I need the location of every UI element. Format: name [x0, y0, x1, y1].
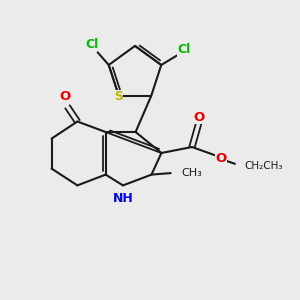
Text: S: S: [114, 90, 123, 103]
Text: Cl: Cl: [177, 44, 190, 56]
Text: NH: NH: [113, 191, 134, 205]
Text: O: O: [60, 89, 71, 103]
Text: O: O: [215, 152, 226, 166]
Text: CH₃: CH₃: [182, 168, 202, 178]
Text: Cl: Cl: [85, 38, 99, 51]
Text: CH₂CH₃: CH₂CH₃: [244, 161, 282, 171]
Text: O: O: [194, 111, 205, 124]
